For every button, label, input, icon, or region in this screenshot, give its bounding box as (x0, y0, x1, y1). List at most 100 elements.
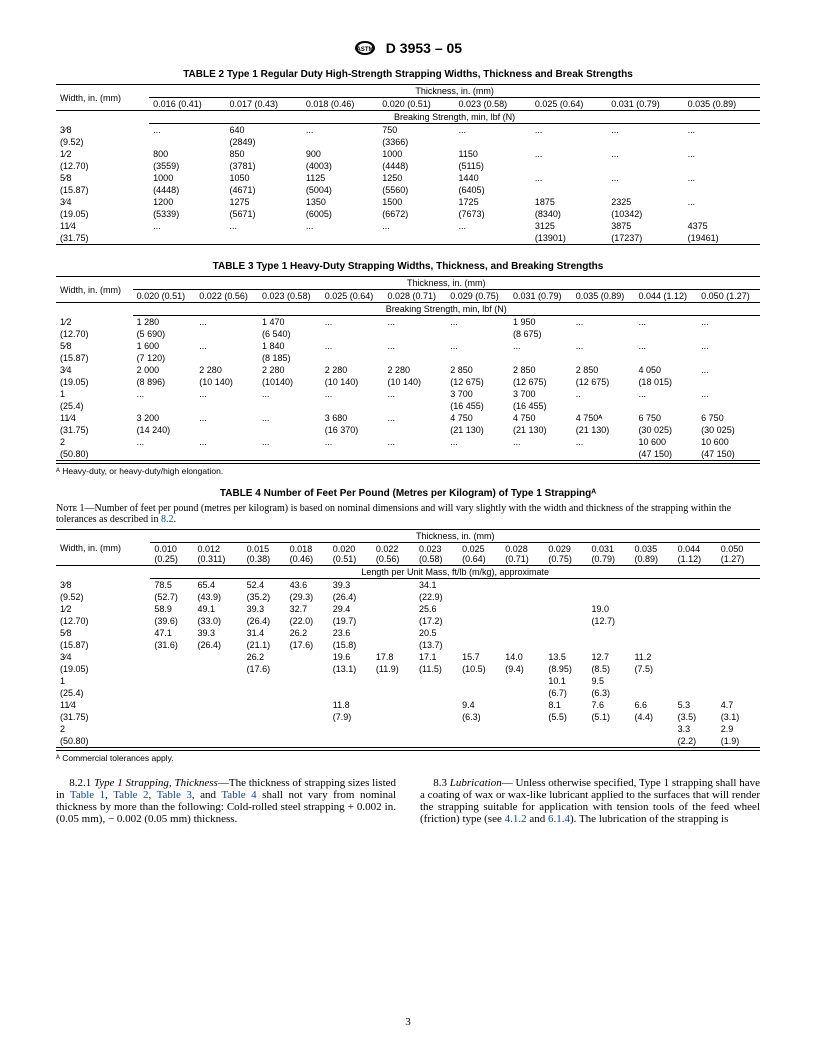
cell-mm (446, 448, 509, 461)
cell-mm: (3.1) (717, 711, 760, 723)
cell-mm (446, 328, 509, 340)
cell: ... (195, 388, 258, 400)
cell: 4375 (684, 220, 760, 232)
cell-mm: (22.0) (286, 615, 329, 627)
cell-mm (572, 352, 635, 364)
cell: 11.2 (631, 651, 674, 663)
cell: ... (195, 340, 258, 352)
cell-mm: (7673) (455, 208, 531, 220)
cell-mm: (30 025) (697, 424, 760, 436)
t2-break-head: Breaking Strength, min, lbf (N) (149, 111, 760, 124)
col-head: 0.050 (1.27) (697, 290, 760, 303)
cell-mm (302, 232, 378, 245)
row-width: 2 (56, 723, 150, 735)
cell (587, 627, 630, 639)
cell: 19.0 (587, 603, 630, 615)
cell: 1000 (149, 172, 225, 184)
cell-mm: (17237) (607, 232, 683, 245)
cell: ... (509, 340, 572, 352)
row-width-mm: (15.87) (56, 352, 133, 364)
cell-mm (455, 232, 531, 245)
cell: 1150 (455, 148, 531, 160)
cell-mm (378, 232, 454, 245)
col-head: 0.010(0.25) (150, 543, 193, 566)
cell: 31.4 (243, 627, 286, 639)
cell-mm: (39.6) (150, 615, 193, 627)
row-width-mm: (9.52) (56, 591, 150, 603)
cell-mm (195, 424, 258, 436)
cell-mm (634, 328, 697, 340)
col-head: 0.025 (0.64) (321, 290, 384, 303)
cell (150, 699, 193, 711)
cell (372, 579, 415, 592)
cell (544, 603, 587, 615)
cell-mm (415, 687, 458, 699)
cell-mm: (16 370) (321, 424, 384, 436)
cell (674, 603, 717, 615)
cell: 2 000 (133, 364, 196, 376)
cell-mm (684, 208, 760, 220)
cell-mm (674, 687, 717, 699)
cell: 29.4 (329, 603, 372, 615)
cell (587, 723, 630, 735)
cell: 20.5 (415, 627, 458, 639)
cell-mm (697, 328, 760, 340)
cell-mm: (13.7) (415, 639, 458, 651)
cell-mm (150, 687, 193, 699)
cell (631, 627, 674, 639)
cell: 6.6 (631, 699, 674, 711)
cell-mm: (5.1) (587, 711, 630, 723)
cell (286, 651, 329, 663)
cell: ... (572, 436, 635, 448)
col-head: 0.023 (0.58) (455, 98, 531, 111)
cell-mm: (9.4) (501, 663, 544, 675)
cell-mm (446, 352, 509, 364)
cell (150, 651, 193, 663)
row-width-mm: (25.4) (56, 400, 133, 412)
row-width: 1 (56, 675, 150, 687)
cell: 12.7 (587, 651, 630, 663)
cell-mm: (10.5) (458, 663, 501, 675)
cell: ... (455, 220, 531, 232)
cell: 17.8 (372, 651, 415, 663)
col-head: 0.044 (1.12) (634, 290, 697, 303)
cell-mm (531, 160, 607, 172)
cell: 10.1 (544, 675, 587, 687)
cell (194, 675, 243, 687)
t3-thick-head: Thickness, in. (mm) (133, 277, 760, 290)
cell: 25.6 (415, 603, 458, 615)
cell-mm: (2849) (226, 136, 302, 148)
col-head: 0.029 (0.75) (446, 290, 509, 303)
cell (194, 651, 243, 663)
cell (150, 675, 193, 687)
cell-mm: (8.95) (544, 663, 587, 675)
cell-mm: (1.9) (717, 735, 760, 748)
t3-width-label: Width, in. (mm) (56, 277, 133, 303)
cell: ... (634, 316, 697, 329)
cell: 1725 (455, 196, 531, 208)
cell-mm (455, 136, 531, 148)
cell-mm (384, 424, 447, 436)
cell-mm: (8 185) (258, 352, 321, 364)
cell (372, 603, 415, 615)
cell: 1125 (302, 172, 378, 184)
cell-mm: (26.4) (243, 615, 286, 627)
cell (717, 627, 760, 639)
cell: 1 280 (133, 316, 196, 329)
row-width: 11⁄4 (56, 220, 149, 232)
cell: ... (455, 124, 531, 137)
cell: ... (321, 388, 384, 400)
cell-mm (286, 663, 329, 675)
cell-mm (572, 448, 635, 461)
cell-mm: (12 675) (446, 376, 509, 388)
row-width: 1 (56, 388, 133, 400)
cell: ... (149, 220, 225, 232)
col-head: 0.020 (0.51) (378, 98, 454, 111)
cell-mm: (8 896) (133, 376, 196, 388)
cell-mm (717, 639, 760, 651)
cell: 1050 (226, 172, 302, 184)
cell: 1200 (149, 196, 225, 208)
cell (329, 723, 372, 735)
col-head: 0.025 (0.64) (531, 98, 607, 111)
cell-mm (329, 687, 372, 699)
